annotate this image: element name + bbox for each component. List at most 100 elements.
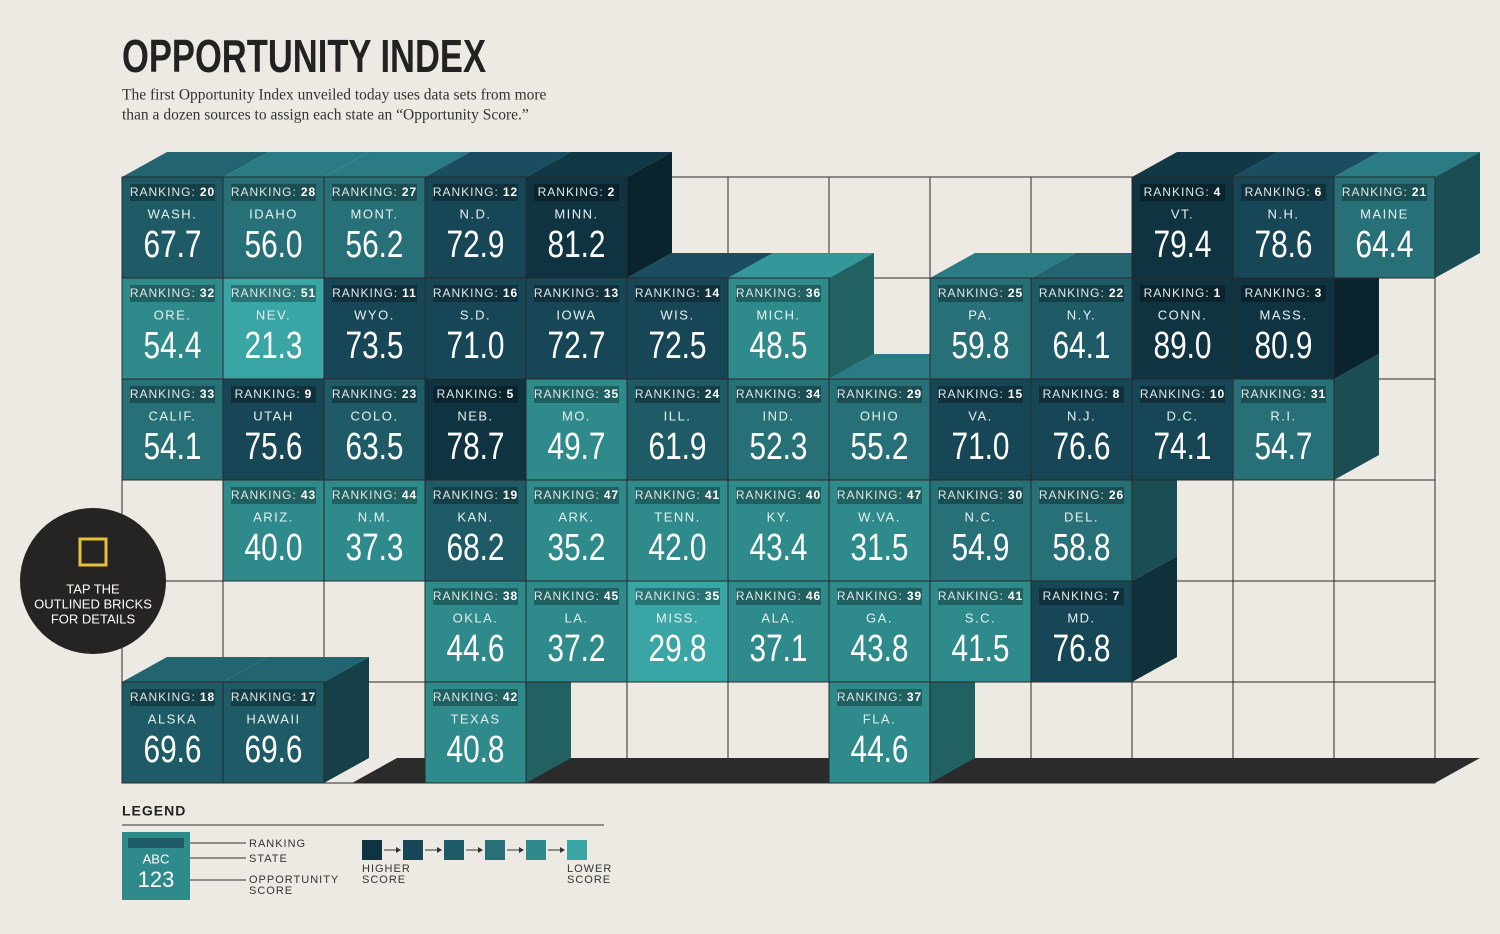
ranking: RANKING: 33 [130,387,215,401]
state-brick[interactable]: RANKING: 39 GA. 43.8 [828,580,931,683]
ranking: RANKING: 5 [437,387,515,401]
state-brick[interactable]: RANKING: 8 N.J. 76.6 [1030,378,1133,481]
state-name: PA. [968,307,993,322]
state-brick[interactable]: RANKING: 45 LA. 37.2 [525,580,628,683]
state-brick[interactable]: RANKING: 44 N.M. 37.3 [323,479,426,582]
state-brick[interactable]: RANKING: 40 KY. 43.4 [727,479,830,582]
subtitle: than a dozen sources to assign each stat… [122,107,529,124]
ranking-label: RANKING: [1043,589,1109,603]
state-name: N.M. [358,509,391,524]
state-name: TENN. [654,509,701,524]
state-brick[interactable]: RANKING: 10 D.C. 74.1 [1131,378,1234,481]
state-brick[interactable]: RANKING: 41 S.C. 41.5 [929,580,1032,683]
state-brick[interactable]: RANKING: 47 ARK. 35.2 [525,479,628,582]
state-brick[interactable]: RANKING: 26 DEL. 58.8 [1030,479,1133,582]
state-brick[interactable]: RANKING: 33 CALIF. 54.1 [121,378,224,481]
state-brick[interactable]: RANKING: 31 R.I. 54.7 [1232,378,1335,481]
state-brick[interactable]: RANKING: 2 MINN. 81.2 [525,176,628,279]
state-brick[interactable]: RANKING: 32 ORE. 54.4 [121,277,224,380]
brick-face [323,479,426,582]
ranking-label: RANKING: [736,589,802,603]
ranking-box [534,285,619,302]
state-brick[interactable]: RANKING: 35 MO. 49.7 [525,378,628,481]
state-brick[interactable]: RANKING: 14 WIS. 72.5 [626,277,729,380]
ranking-value: 6 [1315,185,1323,199]
brick-face [727,580,830,683]
state-brick[interactable]: RANKING: 38 OKLA. 44.6 [424,580,527,683]
opportunity-score: 35.2 [548,527,606,569]
state-brick[interactable]: RANKING: 3 MASS. 80.9 [1232,277,1335,380]
ranking-box [130,689,215,706]
state-brick[interactable]: RANKING: 6 N.H. 78.6 [1232,176,1335,279]
ranking-box [938,386,1023,403]
state-brick[interactable]: RANKING: 1 CONN. 89.0 [1131,277,1234,380]
state-brick[interactable]: RANKING: 12 N.D. 72.9 [424,176,527,279]
opportunity-score: 40.8 [447,729,505,771]
ranking-box [231,285,316,302]
ranking-value: 5 [507,387,515,401]
state-brick[interactable]: RANKING: 5 NEB. 78.7 [424,378,527,481]
ranking: RANKING: 13 [534,286,619,300]
callout[interactable]: TAP THE OUTLINED BRICKS FOR DETAILS [20,508,166,654]
brick-face [626,580,729,683]
state-brick[interactable]: RANKING: 16 S.D. 71.0 [424,277,527,380]
brick-face [1131,176,1234,279]
ranking: RANKING: 21 [1342,185,1427,199]
state-brick[interactable]: RANKING: 43 ARIZ. 40.0 [222,479,325,582]
brick-face [1030,277,1133,380]
state-brick[interactable]: RANKING: 34 IND. 52.3 [727,378,830,481]
brick-side [1132,455,1177,581]
state-brick[interactable]: RANKING: 47 W.VA. 31.5 [828,479,931,582]
state-brick[interactable]: RANKING: 51 NEV. 21.3 [222,277,325,380]
ranking-value: 33 [200,387,215,401]
state-brick[interactable]: RANKING: 4 VT. 79.4 [1131,176,1234,279]
ranking: RANKING: 26 [1039,488,1124,502]
state-brick[interactable]: RANKING: 29 OHIO 55.2 [828,378,931,481]
state-brick[interactable]: RANKING: 22 N.Y. 64.1 [1030,277,1133,380]
state-brick[interactable]: RANKING: 37 FLA. 44.6 [828,681,931,784]
opportunity-score: 78.6 [1255,224,1313,266]
state-brick[interactable]: RANKING: 41 TENN. 42.0 [626,479,729,582]
state-brick[interactable]: RANKING: 30 N.C. 54.9 [929,479,1032,582]
state-brick[interactable]: RANKING: 25 PA. 59.8 [929,277,1032,380]
ranking-label: RANKING: [437,387,503,401]
state-brick[interactable]: RANKING: 13 IOWA 72.7 [525,277,628,380]
state-name: NEB. [457,408,493,423]
ranking-label: RANKING: [538,185,604,199]
brick-face [828,378,931,481]
ranking: RANKING: 14 [635,286,720,300]
ranking: RANKING: 6 [1245,185,1323,199]
state-brick[interactable]: RANKING: 7 MD. 76.8 [1030,580,1133,683]
state-brick[interactable]: RANKING: 19 KAN. 68.2 [424,479,527,582]
state-brick[interactable]: RANKING: 36 MICH. 48.5 [727,277,830,380]
ranking-label: RANKING: [635,387,701,401]
ranking-box [837,588,922,605]
ranking-box [433,285,518,302]
legend-arrowhead [478,847,483,853]
state-brick[interactable]: RANKING: 46 ALA. 37.1 [727,580,830,683]
ranking-value: 45 [604,589,619,603]
state-brick[interactable]: RANKING: 11 WYO. 73.5 [323,277,426,380]
state-brick[interactable]: RANKING: 24 ILL. 61.9 [626,378,729,481]
state-brick[interactable]: RANKING: 9 UTAH 75.6 [222,378,325,481]
opportunity-score: 44.6 [851,729,909,771]
state-brick[interactable]: RANKING: 35 MISS. 29.8 [626,580,729,683]
opportunity-score: 54.4 [144,325,202,367]
state-name: OHIO [860,408,899,423]
state-brick[interactable]: RANKING: 15 VA. 71.0 [929,378,1032,481]
ranking-label: RANKING: [433,286,499,300]
ranking-value: 14 [705,286,720,300]
ranking-label: RANKING: [235,387,301,401]
ranking-box [433,588,518,605]
ranking-label: RANKING: [433,488,499,502]
ranking-label: RANKING: [332,185,398,199]
ranking: RANKING: 47 [534,488,619,502]
